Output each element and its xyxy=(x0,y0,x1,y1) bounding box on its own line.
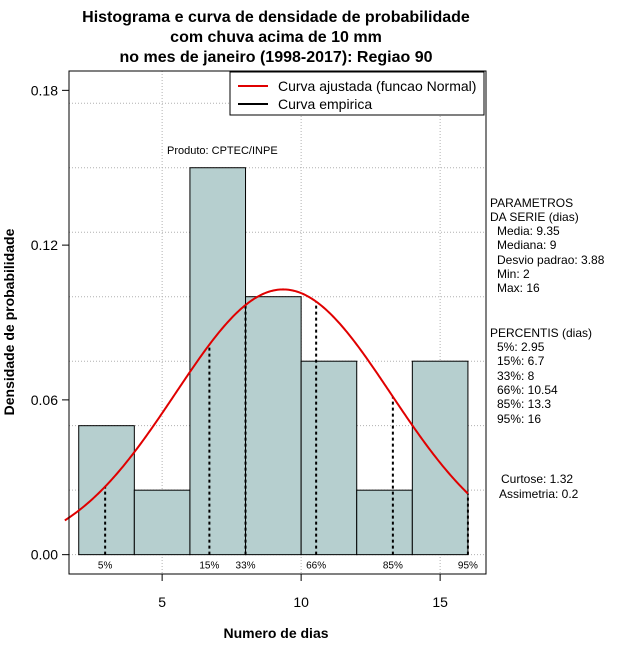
histogram-bar xyxy=(78,425,135,556)
parametros-max: Max: 16 xyxy=(497,281,540,295)
parametros-min: Min: 2 xyxy=(497,267,530,281)
chart-title-line-3: no mes de janeiro (1998-2017): Regiao 90 xyxy=(119,49,432,66)
parametros-desvio: Desvio padrao: 3.88 xyxy=(497,253,605,267)
percentile-marks: 5% 15% 33% 66% 85% 95% xyxy=(98,301,478,572)
parametros-heading-2: DA SERIE (dias) xyxy=(490,210,579,224)
stat-curtose: Curtose: 1.32 xyxy=(501,472,573,486)
histogram-bar xyxy=(133,489,191,556)
histogram-bar xyxy=(356,489,413,556)
histogram-bar xyxy=(411,360,469,556)
stat-assimetria: Assimetria: 0.2 xyxy=(499,487,579,501)
x-axis-title: Numero de dias xyxy=(223,625,328,641)
legend-label-fitted: Curva ajustada (funcao Normal) xyxy=(278,78,476,94)
percentile-label: 85% xyxy=(383,561,403,572)
histogram-bar xyxy=(245,296,302,556)
percentile-label: 33% xyxy=(236,561,256,572)
parametros-media: Media: 9.35 xyxy=(497,224,560,238)
parametros-mediana: Mediana: 9 xyxy=(497,238,557,252)
parametros-heading-1: PARAMETROS xyxy=(490,196,573,210)
shape-stats: Curtose: 1.32 Assimetria: 0.2 xyxy=(499,472,579,501)
legend-label-empirical: Curva empirica xyxy=(278,96,372,112)
axes: 5 10 15 0.00 0.06 0.12 0.18 xyxy=(31,82,448,610)
percentis-15: 15%: 6.7 xyxy=(497,354,545,368)
percentis-panel: PERCENTIS (dias) 5%: 2.95 15%: 6.7 33%: … xyxy=(490,326,592,426)
x-tick-label: 10 xyxy=(293,594,309,610)
percentile-label: 95% xyxy=(458,561,478,572)
percentile-label: 5% xyxy=(98,561,113,572)
percentis-heading: PERCENTIS (dias) xyxy=(490,326,592,340)
chart-title-line-2: com chuva acima de 10 mm xyxy=(170,29,382,46)
normal-curve xyxy=(64,288,469,522)
percentis-95: 95%: 16 xyxy=(497,412,541,426)
y-tick-label: 0.06 xyxy=(31,392,58,408)
legend-box xyxy=(229,71,485,116)
y-tick-label: 0.12 xyxy=(31,237,58,253)
y-tick-label: 0.00 xyxy=(31,547,58,563)
percentile-label: 66% xyxy=(306,561,326,572)
percentis-66: 66%: 10.54 xyxy=(497,383,558,397)
y-tick-label: 0.18 xyxy=(31,82,58,98)
x-tick-label: 5 xyxy=(158,594,166,610)
histogram-bars xyxy=(78,167,469,556)
parametros-panel: PARAMETROS DA SERIE (dias) Media: 9.35 M… xyxy=(490,196,605,295)
percentis-33: 33%: 8 xyxy=(497,369,535,383)
product-label: Produto: CPTEC/INPE xyxy=(167,145,278,157)
histogram-bar xyxy=(189,167,247,556)
percentile-label: 15% xyxy=(199,561,219,572)
percentis-5: 5%: 2.95 xyxy=(497,340,545,354)
histogram-bar xyxy=(300,360,358,556)
legend: Curva ajustada (funcao Normal) Curva emp… xyxy=(229,71,485,116)
normal-curve-line xyxy=(64,288,469,522)
chart-title-line-1: Histograma e curva de densidade de proba… xyxy=(82,9,470,26)
x-tick-label: 15 xyxy=(432,594,448,610)
y-axis-title: Densidade de probabilidade xyxy=(1,228,17,415)
percentis-85: 85%: 13.3 xyxy=(497,397,551,411)
